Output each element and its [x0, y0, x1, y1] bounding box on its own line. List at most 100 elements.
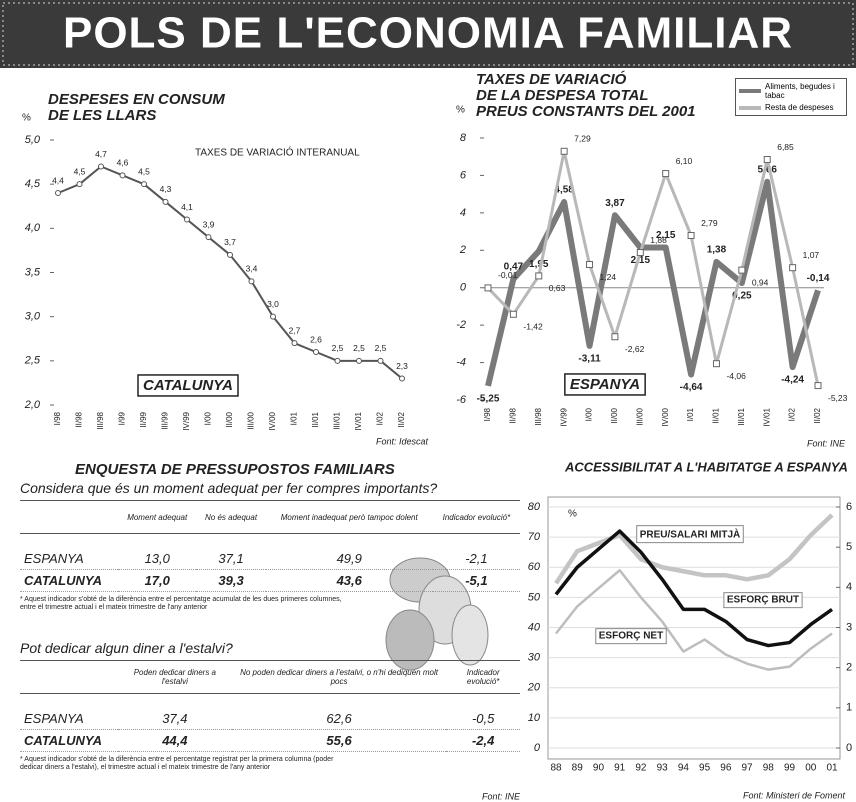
y-tick-label: 30: [528, 652, 541, 664]
series-label: PREU/SALARI MITJÀ: [640, 528, 741, 541]
x-tick-label: II/99: [139, 411, 148, 427]
y-tick-label: 10: [528, 712, 541, 724]
y2-tick-label: 4: [846, 581, 852, 593]
header-cell: Moment adequat: [118, 501, 196, 534]
header-cell: [20, 661, 118, 694]
survey-table: Considera que és un moment adequat per f…: [20, 480, 520, 612]
y2-tick-label: 0: [846, 742, 852, 754]
row-label: ESPANYA: [20, 548, 118, 570]
header-cell: Poden dedicar diners a l'estalvi: [118, 661, 232, 694]
survey-table: Pot dedicar algun diner a l'estalvi? Pode…: [20, 640, 520, 772]
x-tick-label: 89: [572, 763, 584, 774]
y2-tick-label: 2: [846, 662, 852, 674]
x-tick-label: 94: [678, 763, 690, 774]
point: [400, 376, 405, 381]
question: Considera que és un moment adequat per f…: [20, 480, 520, 496]
point: [378, 358, 383, 363]
chart-title: DESPESES EN CONSUM: [48, 91, 225, 108]
header-title: POLS DE L'ECONOMIA FAMILIAR: [63, 9, 793, 58]
value-label: 4,7: [95, 149, 107, 159]
note: * Aquest indicador s'obté de la diferènc…: [20, 596, 350, 612]
x-tick-label: III/00: [635, 407, 644, 425]
question: Pot dedicar algun diner a l'estalvi?: [20, 640, 520, 656]
x-tick-label: IV/00: [661, 407, 670, 426]
x-tick-label: I/01: [686, 407, 695, 421]
point: [688, 233, 694, 239]
series-label: ESFORÇ BRUT: [727, 595, 799, 606]
value-label: 6,85: [777, 142, 794, 152]
x-tick-label: 01: [826, 763, 838, 774]
x-tick-label: 98: [763, 763, 775, 774]
row-label: ESPANYA: [20, 708, 118, 730]
y-tick-label: 0: [460, 282, 467, 294]
spacer: [20, 534, 520, 548]
row-label: CATALUNYA: [20, 729, 118, 751]
cell: 37,4: [118, 708, 232, 730]
value-label: 6,10: [676, 156, 693, 166]
series-line: [58, 167, 402, 379]
chart-title: TAXES DE VARIACIÓ: [476, 70, 627, 88]
point: [228, 252, 233, 257]
value-label: 4,5: [74, 166, 86, 176]
cell: 55,6: [232, 729, 447, 751]
y2-tick-label: 3: [846, 621, 852, 633]
chart-source: Font: Ministeri de Foment: [743, 790, 846, 800]
y-tick-label: 20: [527, 682, 541, 694]
header-cell: [20, 501, 118, 534]
spacer: [20, 694, 520, 708]
point: [510, 311, 516, 317]
x-tick-label: 93: [657, 763, 669, 774]
survey-source: Font: INE: [482, 791, 521, 801]
value-label: 2,79: [701, 218, 718, 228]
x-tick-label: IV/01: [762, 407, 771, 426]
page: {"header": {"title": "POLS DE L'ECONOMIA…: [0, 0, 856, 802]
point: [249, 279, 254, 284]
x-tick-label: III/01: [333, 411, 342, 429]
x-tick-label: I/98: [483, 407, 492, 421]
point: [314, 350, 319, 355]
cell: 39,3: [196, 569, 265, 591]
point: [120, 173, 125, 178]
y-tick-label: -6: [456, 394, 467, 406]
x-tick-label: I/98: [53, 411, 62, 425]
cell: 62,6: [232, 708, 447, 730]
row: ESPANYA37,462,6-0,5: [20, 708, 520, 730]
point: [99, 164, 104, 169]
point: [56, 191, 61, 196]
point: [271, 314, 276, 319]
x-tick-label: I/00: [204, 411, 213, 425]
header-cell: Indicador evolució*: [433, 501, 520, 534]
point: [357, 358, 362, 363]
cell: -0,5: [446, 708, 520, 730]
cell: 37,1: [196, 548, 265, 570]
x-tick-label: IV/00: [268, 411, 277, 430]
series-label: ESFORÇ NET: [599, 631, 663, 642]
x-tick-label: II/98: [508, 407, 517, 423]
header-row: Moment adequatNo és adequatMoment inadeq…: [20, 501, 520, 534]
x-tick-label: 00: [805, 763, 817, 774]
value-label: 4,6: [117, 158, 129, 168]
y2-tick-label: 5: [846, 541, 852, 553]
value-label: 3,9: [203, 219, 215, 229]
legend-swatch: [739, 89, 761, 93]
y-tick-label: 3,0: [25, 311, 41, 323]
y-tick-label: 70: [528, 531, 541, 543]
survey-title: ENQUESTA DE PRESSUPOSTOS FAMILIARS: [75, 461, 395, 478]
value-label: 4,4: [52, 175, 64, 185]
annotation: CATALUNYA: [143, 377, 233, 394]
legend-swatch: [739, 106, 761, 110]
cell: 17,0: [118, 569, 196, 591]
value-label: -4,64: [680, 382, 703, 393]
value-label: -4,24: [781, 375, 804, 386]
chart-title: ACCESSIBILITAT A L'HABITATGE A ESPANYA: [564, 459, 848, 474]
x-tick-label: III/98: [534, 407, 543, 425]
y-axis-label: %: [568, 509, 577, 520]
cell: 43,6: [266, 569, 433, 591]
y-axis-label: %: [22, 113, 31, 124]
value-label: 3,4: [246, 264, 258, 274]
